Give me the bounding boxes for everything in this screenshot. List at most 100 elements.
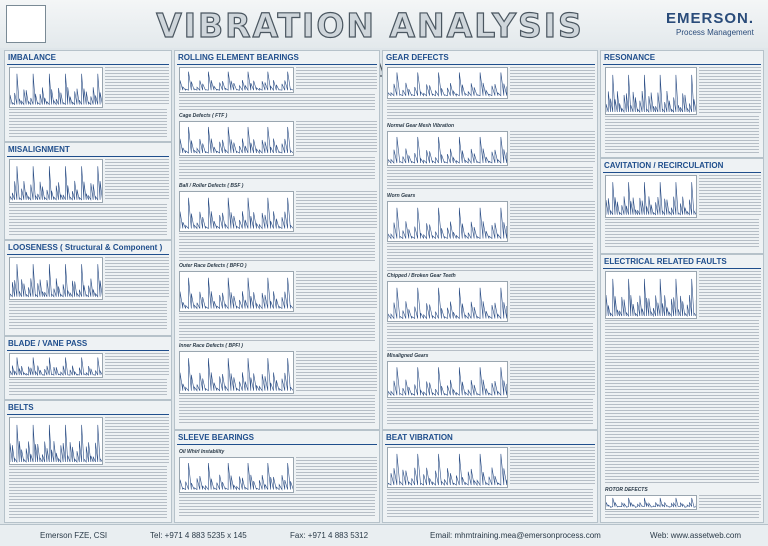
spectrum-trace xyxy=(387,453,508,487)
spectrum-line xyxy=(387,367,508,397)
section-rule xyxy=(7,350,169,351)
spectrum-trace xyxy=(387,367,508,397)
logo-icon xyxy=(6,5,46,43)
spectrum-plot xyxy=(9,159,104,203)
spectrum-plot xyxy=(387,361,508,399)
spectrum-plot xyxy=(387,447,508,489)
subsection-title: Inner Race Defects ( BPFI ) xyxy=(179,343,243,349)
section-title: BLADE / VANE PASS xyxy=(8,339,88,348)
spectrum-trace xyxy=(179,277,294,310)
spectrum-plot xyxy=(179,457,295,493)
text-block xyxy=(105,67,169,106)
spectrum-trace xyxy=(387,207,508,240)
text-block xyxy=(699,67,761,113)
text-block xyxy=(105,417,169,463)
section: SLEEVE BEARINGS Oil Whirl Instability xyxy=(174,430,380,523)
spectrum-trace xyxy=(9,73,103,106)
text-block xyxy=(179,157,375,181)
text-block xyxy=(296,191,377,230)
spectrum-trace xyxy=(605,182,697,216)
spectrum-plot xyxy=(179,191,295,232)
text-block xyxy=(179,493,375,518)
section: LOOSENESS ( Structural & Component ) xyxy=(4,240,172,336)
text-block xyxy=(9,379,167,395)
text-block xyxy=(509,201,595,240)
section-rule xyxy=(603,172,761,173)
text-block xyxy=(296,121,377,154)
section-rule xyxy=(7,254,169,255)
section-title: BEAT VIBRATION xyxy=(386,433,453,442)
spectrum-line xyxy=(9,73,103,106)
spectrum-trace xyxy=(387,136,508,165)
section-title: IMBALANCE xyxy=(8,53,56,62)
spectrum-trace xyxy=(605,278,697,318)
spectrum-plot xyxy=(179,351,295,394)
section: BLADE / VANE PASS xyxy=(4,336,172,400)
section: IMBALANCE xyxy=(4,50,172,142)
spectrum-trace xyxy=(179,463,294,491)
text-block xyxy=(387,167,593,191)
section: ELECTRICAL RELATED FAULTS ROTOR DEFECTS xyxy=(600,254,764,523)
spectrum-plot xyxy=(9,353,104,379)
section-title: BELTS xyxy=(8,403,34,412)
spectrum-line xyxy=(179,463,294,491)
text-block xyxy=(296,67,377,92)
subsection-title: Normal Gear Mesh Vibration xyxy=(387,123,455,129)
text-block xyxy=(296,271,377,310)
spectrum-line xyxy=(605,498,697,509)
text-block xyxy=(387,242,593,271)
footer-text: Emerson FZE, CSI xyxy=(40,531,108,540)
subsection-title: Oil Whirl Instability xyxy=(179,449,225,455)
text-block xyxy=(105,159,169,201)
text-block xyxy=(9,300,167,331)
text-block xyxy=(179,232,375,261)
spectrum-plot xyxy=(179,121,295,156)
text-block xyxy=(509,361,595,397)
spectrum-plot xyxy=(387,281,508,322)
spectrum-trace xyxy=(9,357,103,377)
spectrum-line xyxy=(179,277,294,310)
section-title: CAVITATION / RECIRCULATION xyxy=(604,161,724,170)
section: RESONANCE xyxy=(600,50,764,158)
section-rule xyxy=(7,156,169,157)
text-block xyxy=(179,312,375,341)
spectrum-line xyxy=(179,358,294,392)
footer-text: Email: mhmtraining.mea@emersonprocess.co… xyxy=(430,531,601,540)
spectrum-trace xyxy=(179,358,294,392)
text-block xyxy=(699,495,761,508)
brand: EMERSON. xyxy=(666,10,755,27)
spectrum-line xyxy=(605,182,697,216)
text-block xyxy=(509,281,595,320)
text-block xyxy=(105,353,169,377)
section-title: LOOSENESS ( Structural & Component ) xyxy=(8,243,163,252)
spectrum-plot xyxy=(605,271,698,319)
subsection-title: Outer Race Defects ( BPFO ) xyxy=(179,263,247,269)
spectrum-line xyxy=(387,136,508,165)
section: BEAT VIBRATION xyxy=(382,430,598,523)
text-block xyxy=(699,175,761,216)
text-block xyxy=(296,351,377,392)
spectrum-trace xyxy=(179,197,294,230)
text-block xyxy=(9,203,167,235)
text-block xyxy=(387,322,593,351)
subsection-title: Worn Gears xyxy=(387,193,416,199)
section-title: ROLLING ELEMENT BEARINGS xyxy=(178,53,299,62)
spectrum-plot xyxy=(179,271,295,312)
text-block xyxy=(179,94,375,111)
text-block xyxy=(387,99,593,121)
text-block xyxy=(179,394,375,425)
spectrum-trace xyxy=(9,166,103,201)
section: CAVITATION / RECIRCULATION xyxy=(600,158,764,254)
text-block xyxy=(605,116,759,153)
spectrum-line xyxy=(605,74,697,114)
section-title: SLEEVE BEARINGS xyxy=(178,433,255,442)
spectrum-line xyxy=(179,71,294,92)
section-rule xyxy=(603,64,761,65)
text-block xyxy=(509,67,595,97)
text-block xyxy=(296,457,377,491)
spectrum-plot xyxy=(9,417,104,465)
spectrum-plot xyxy=(605,495,698,510)
section-rule xyxy=(7,64,169,65)
section: GEAR DEFECTS Normal Gear Mesh Vibration Wo… xyxy=(382,50,598,430)
spectrum-line xyxy=(179,126,294,155)
